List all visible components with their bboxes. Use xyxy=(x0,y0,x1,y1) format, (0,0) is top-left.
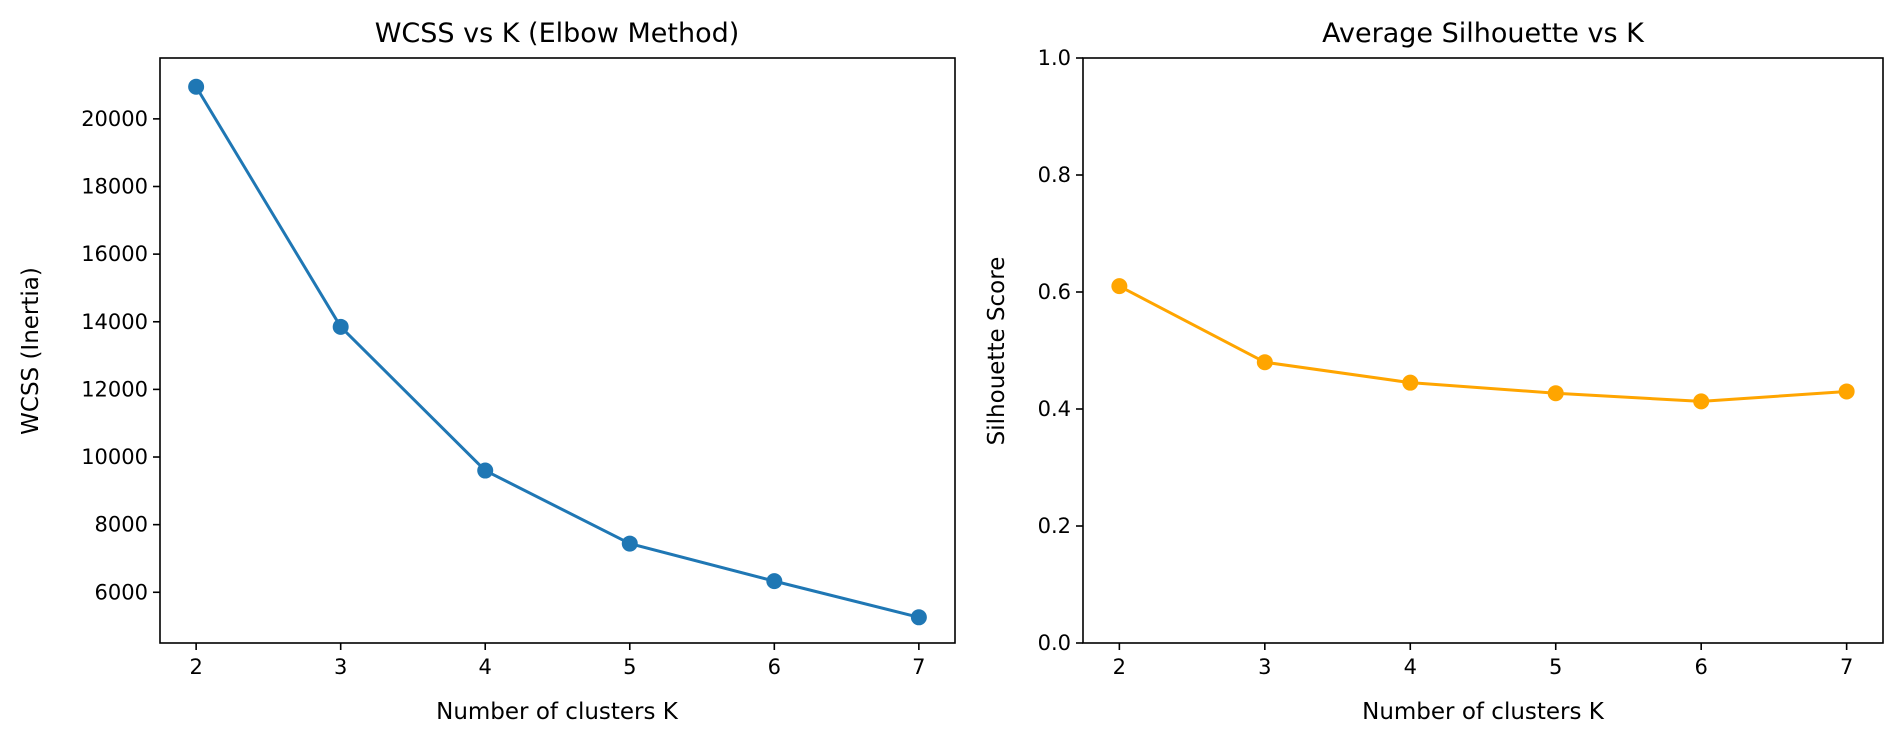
data-point xyxy=(477,462,494,479)
y-tick-label: 6000 xyxy=(95,580,148,604)
data-point xyxy=(1111,278,1128,295)
x-axis-label: Number of clusters K xyxy=(1362,699,1605,725)
x-tick-label: 5 xyxy=(1549,655,1562,679)
axis-ticks: 2 3 4 5 6 7 6000 8000 10000 12000 14000 16000 18000 2… xyxy=(81,107,925,679)
y-tick-label: 20000 xyxy=(81,107,148,131)
data-point xyxy=(910,609,927,626)
y-tick-label: 0.6 xyxy=(1038,280,1071,304)
y-tick-label: 10000 xyxy=(81,445,148,469)
y-tick-label: 0.0 xyxy=(1038,631,1071,655)
y-tick-label: 0.2 xyxy=(1038,514,1071,538)
axis-ticks: 2 3 4 5 6 7 0.0 0.2 0.4 0.6 0.8 1.0 xyxy=(1038,46,1854,679)
data-point xyxy=(621,535,638,552)
series-marks xyxy=(188,78,927,626)
y-axis-label: WCSS (Inertia) xyxy=(18,267,44,435)
data-point xyxy=(1256,354,1273,371)
x-tick-label: 3 xyxy=(1258,655,1271,679)
series-line xyxy=(194,85,921,619)
x-axis-label: Number of clusters K xyxy=(436,699,679,725)
data-point xyxy=(1547,385,1564,402)
x-tick-label: 6 xyxy=(768,655,781,679)
plot-frame xyxy=(1082,57,1884,644)
data-point xyxy=(1838,383,1855,400)
x-tick-label: 2 xyxy=(1113,655,1126,679)
y-tick-label: 16000 xyxy=(81,242,148,266)
x-tick-label: 3 xyxy=(334,655,347,679)
elbow-chart: WCSS vs K (Elbow Method) Number of clust… xyxy=(18,18,956,725)
chart-title: Average Silhouette vs K xyxy=(1322,18,1645,49)
y-tick-label: 18000 xyxy=(81,174,148,198)
y-tick-label: 8000 xyxy=(95,513,148,537)
y-tick-label: 0.4 xyxy=(1038,397,1071,421)
data-point xyxy=(1693,393,1710,410)
series-line xyxy=(1117,284,1849,403)
x-tick-label: 4 xyxy=(1404,655,1417,679)
y-axis-label: Silhouette Score xyxy=(984,257,1010,446)
x-tick-label: 6 xyxy=(1694,655,1707,679)
x-tick-label: 2 xyxy=(189,655,202,679)
y-tick-label: 0.8 xyxy=(1038,163,1071,187)
y-tick-label: 14000 xyxy=(81,310,148,334)
data-point xyxy=(188,78,205,95)
series-marks xyxy=(1111,278,1855,410)
silhouette-chart: Average Silhouette vs K Number of cluste… xyxy=(984,18,1884,725)
data-point xyxy=(1402,374,1419,391)
chart-title: WCSS vs K (Elbow Method) xyxy=(375,18,740,49)
data-point xyxy=(766,573,783,590)
y-tick-label: 12000 xyxy=(81,377,148,401)
x-tick-label: 5 xyxy=(623,655,636,679)
x-tick-label: 7 xyxy=(1840,655,1853,679)
y-tick-label: 1.0 xyxy=(1038,46,1071,70)
data-point xyxy=(332,318,349,335)
x-tick-label: 4 xyxy=(479,655,492,679)
plot-frame xyxy=(159,57,956,644)
x-tick-label: 7 xyxy=(912,655,925,679)
